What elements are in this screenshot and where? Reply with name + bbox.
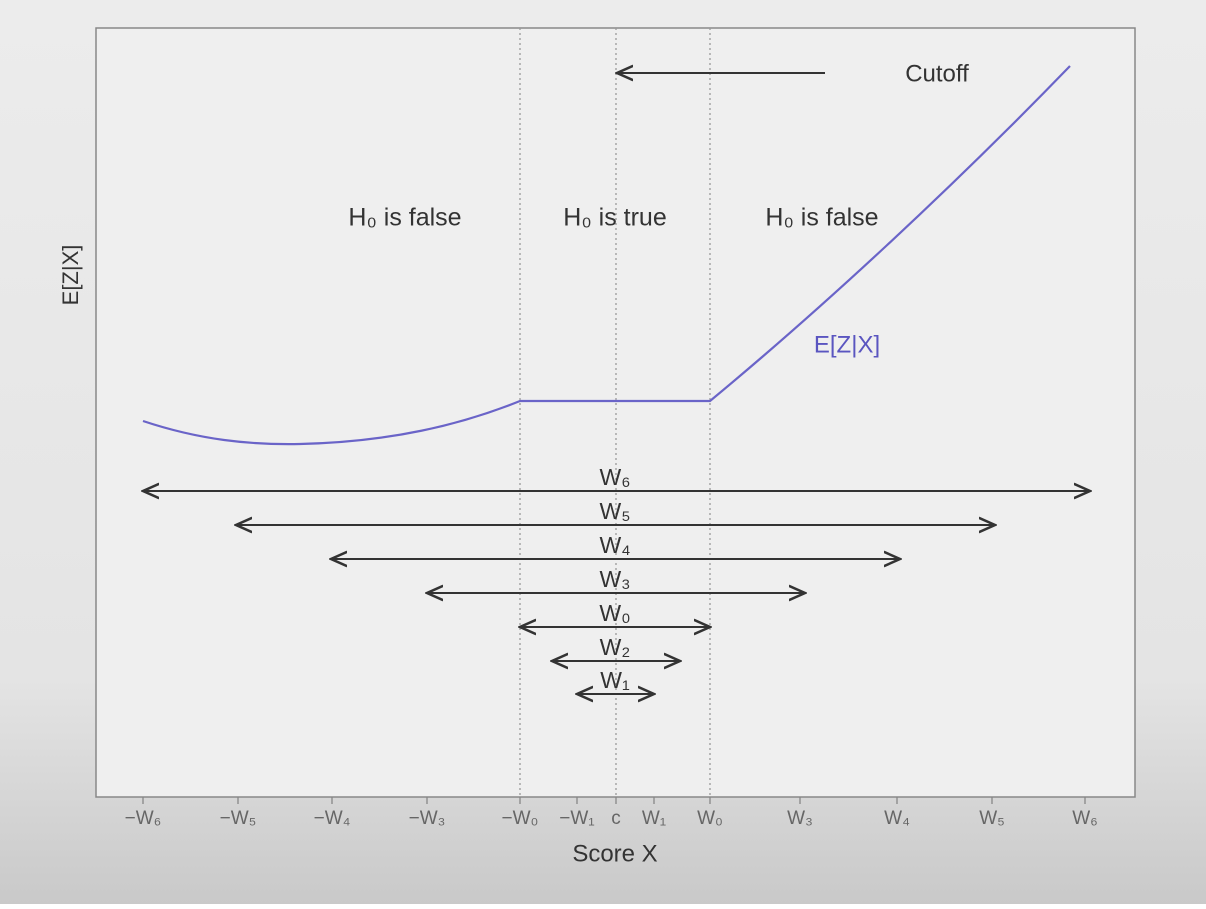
y-axis-label: E[Z|X] — [58, 245, 83, 306]
curve-label: E[Z|X] — [814, 331, 880, 358]
x-tick-label: −W₁ — [559, 808, 594, 829]
curve — [142, 65, 1071, 446]
x-tick-label: W₀ — [697, 808, 723, 829]
generated: −W₆ −W₅ −W₄ −W₃ −W₀ −W₁ c W₁ W₀ W₃ W₄ W₅ W₆ W₆ W₅ W₄ W₃ W… — [125, 464, 1098, 829]
x-tick-label: W₆ — [1072, 808, 1098, 829]
x-tick-label: −W₃ — [409, 808, 446, 829]
x-tick-label: W₁ — [642, 808, 666, 829]
x-tick-label: −W₄ — [314, 808, 351, 829]
x-tick-label: W₅ — [979, 808, 1005, 829]
x-tick-label: W₃ — [787, 808, 813, 829]
region-label: H₀ is false — [765, 204, 878, 232]
x-tick-label: −W₆ — [125, 808, 162, 829]
interval-label: W₁ — [600, 667, 630, 693]
region-label: H₀ is true — [563, 204, 666, 232]
cutoff-label: Cutoff — [905, 60, 969, 87]
x-tick-label: c — [611, 808, 621, 829]
x-axis-label: Score X — [572, 840, 657, 867]
interval-label: W₀ — [599, 600, 630, 626]
x-tick-label: −W₅ — [220, 808, 257, 829]
interval-label: W₅ — [600, 498, 631, 524]
x-tick-label: W₄ — [884, 808, 910, 829]
interval-label: W₄ — [599, 532, 630, 558]
interval-label: W₆ — [600, 464, 631, 490]
interval-label: W₃ — [599, 566, 630, 592]
x-tick-label: −W₀ — [502, 808, 539, 829]
region-label: H₀ is false — [348, 204, 461, 232]
interval-label: W₂ — [600, 634, 631, 660]
